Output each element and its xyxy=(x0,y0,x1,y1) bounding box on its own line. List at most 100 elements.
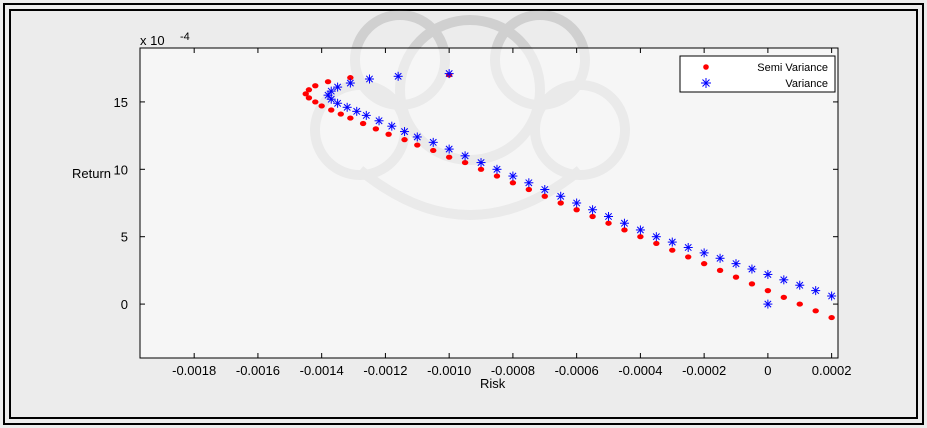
legend: Semi Variance Variance xyxy=(679,55,836,93)
data-point xyxy=(461,159,469,166)
data-point xyxy=(337,111,344,117)
data-point xyxy=(779,275,789,285)
data-point xyxy=(812,308,819,314)
legend-marker-semi-variance xyxy=(703,64,709,70)
data-point xyxy=(305,95,313,101)
data-point xyxy=(763,269,773,279)
y-axis: 0 5 10 15 xyxy=(114,95,838,312)
data-point xyxy=(412,132,422,142)
x-tick-label: -0.0002 xyxy=(682,363,726,378)
series-layer xyxy=(302,69,837,321)
series-semi-variance xyxy=(302,72,835,321)
legend-label-semi-variance: Semi Variance xyxy=(757,62,828,74)
data-point xyxy=(374,116,384,126)
y-tick-label: 0 xyxy=(121,297,128,312)
data-point xyxy=(428,137,438,147)
data-point xyxy=(588,205,598,215)
x-tick-label: -0.0006 xyxy=(555,363,599,378)
outer-border xyxy=(3,3,924,425)
data-point xyxy=(731,259,741,269)
x-tick-label: -0.0016 xyxy=(236,363,280,378)
legend-box xyxy=(679,55,836,93)
data-point xyxy=(589,213,596,220)
data-point xyxy=(764,288,772,294)
data-point xyxy=(669,247,676,253)
plot-area xyxy=(139,47,839,359)
data-point xyxy=(333,82,343,92)
data-point xyxy=(605,220,612,226)
data-point xyxy=(372,126,380,132)
data-point xyxy=(604,211,614,221)
data-point xyxy=(345,78,355,88)
data-point xyxy=(637,234,644,240)
data-point xyxy=(493,173,501,179)
data-point xyxy=(385,131,392,137)
data-point xyxy=(683,242,693,252)
x-tick-label: -0.0004 xyxy=(618,363,662,378)
data-point xyxy=(387,121,397,131)
data-point xyxy=(460,151,470,161)
data-point xyxy=(635,225,645,235)
data-point xyxy=(653,240,660,247)
data-point xyxy=(318,103,325,109)
data-point xyxy=(430,147,437,154)
data-point xyxy=(795,280,805,290)
legend-label-variance: Variance xyxy=(785,78,828,90)
data-point xyxy=(393,71,403,81)
x-axis: -0.0018 -0.0016 -0.0014 -0.0012 -0.0010 -0.00… xyxy=(172,48,852,378)
data-point xyxy=(361,110,371,120)
data-point xyxy=(352,106,362,116)
data-point xyxy=(347,75,354,81)
y-multiplier-label: x 10 xyxy=(140,33,165,48)
y-multiplier-exponent: -4 xyxy=(180,31,190,43)
data-point xyxy=(541,193,548,199)
data-point xyxy=(333,98,343,108)
data-point xyxy=(651,232,661,242)
data-point xyxy=(619,218,629,228)
x-tick-label: 0 xyxy=(764,363,771,378)
data-point xyxy=(492,164,502,174)
data-point xyxy=(508,171,518,181)
y-axis-label: Return xyxy=(72,166,111,181)
data-point xyxy=(732,274,740,280)
x-tick-label: 0.0002 xyxy=(812,363,852,378)
data-point xyxy=(685,254,692,260)
x-axis-label: Risk xyxy=(480,376,506,391)
data-point xyxy=(556,191,566,201)
data-point xyxy=(305,87,313,93)
data-point xyxy=(573,207,580,213)
legend-marker-variance xyxy=(701,78,711,88)
data-point xyxy=(780,294,788,300)
data-point xyxy=(302,91,309,97)
data-point xyxy=(328,107,335,113)
data-point xyxy=(323,90,333,100)
data-point xyxy=(827,291,837,301)
data-point xyxy=(747,264,757,274)
data-point xyxy=(312,99,319,105)
data-point xyxy=(700,261,708,267)
data-point xyxy=(748,281,756,287)
y-tick-label: 5 xyxy=(121,230,128,245)
data-point xyxy=(400,127,410,137)
data-point xyxy=(342,102,352,112)
y-tick-label: 10 xyxy=(114,162,128,177)
data-point xyxy=(763,299,773,309)
data-point xyxy=(715,253,725,263)
data-point xyxy=(524,178,534,188)
data-point xyxy=(445,154,453,160)
series-variance xyxy=(323,69,837,309)
x-tick-label: -0.0010 xyxy=(427,363,471,378)
x-tick-label: -0.0008 xyxy=(491,363,535,378)
data-point xyxy=(401,137,408,143)
data-point xyxy=(477,166,485,172)
data-point xyxy=(324,79,332,85)
data-point xyxy=(414,142,421,148)
data-point xyxy=(716,267,724,273)
data-point xyxy=(509,180,517,186)
data-point xyxy=(540,185,550,195)
data-point xyxy=(312,83,319,89)
data-point xyxy=(326,94,336,104)
data-point xyxy=(364,74,374,84)
data-point xyxy=(667,237,677,247)
data-point xyxy=(811,286,821,296)
